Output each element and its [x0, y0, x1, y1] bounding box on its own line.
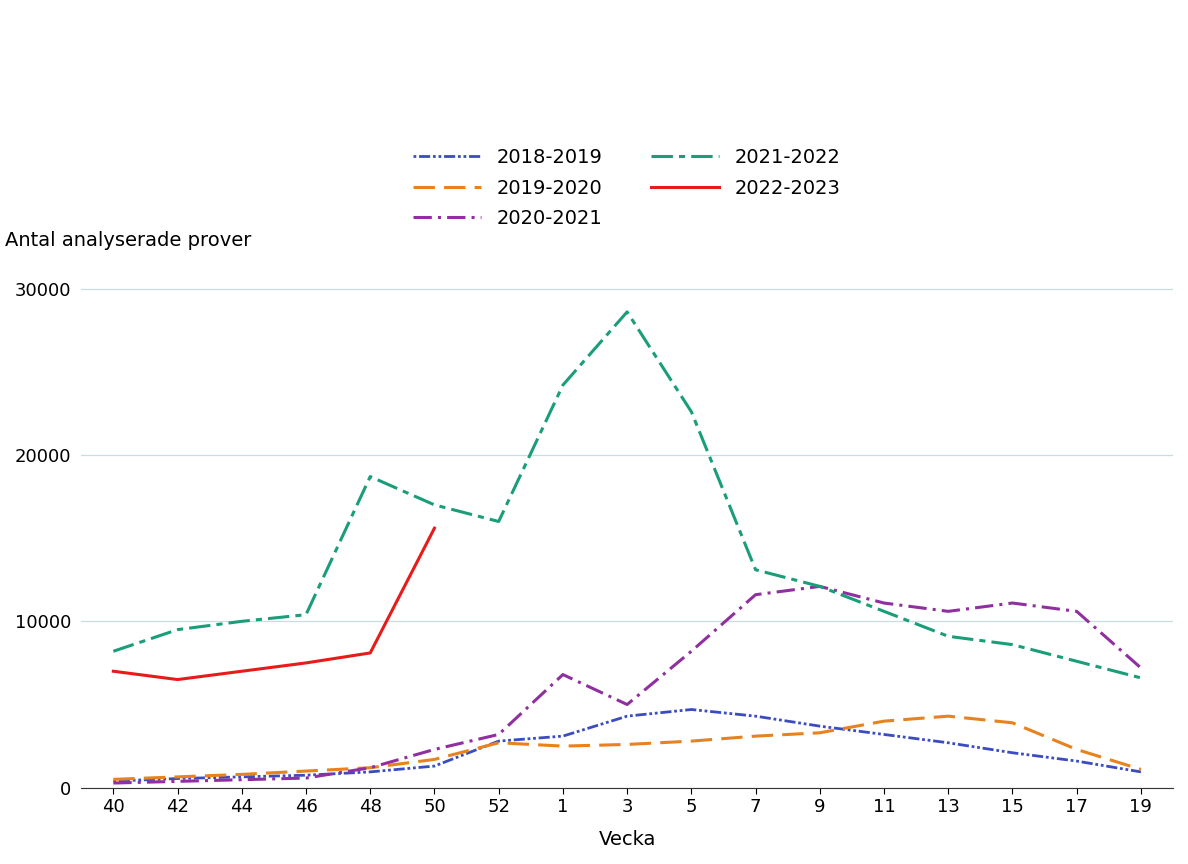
2018-2019	[1069, 756, 1083, 766]
2021-2022	[235, 616, 249, 626]
2018-2019	[299, 770, 314, 780]
2021-2022	[170, 625, 184, 635]
2020-2021	[299, 773, 314, 784]
2018-2019	[428, 761, 442, 772]
2020-2021	[1069, 607, 1083, 617]
2019-2020	[492, 738, 506, 748]
Line: 2018-2019: 2018-2019	[113, 709, 1140, 781]
2018-2019	[556, 731, 570, 741]
2022-2023	[170, 675, 184, 685]
2020-2021	[1133, 663, 1148, 673]
2021-2022	[492, 517, 506, 527]
2020-2021	[235, 774, 249, 785]
2022-2023	[364, 648, 378, 658]
2020-2021	[813, 581, 827, 592]
2020-2021	[170, 776, 184, 786]
2018-2019	[364, 766, 378, 777]
2021-2022	[748, 564, 763, 575]
2018-2019	[492, 736, 506, 746]
Legend: 2018-2019, 2019-2020, 2020-2021, 2021-2022, 2022-2023: 2018-2019, 2019-2020, 2020-2021, 2021-20…	[413, 148, 841, 228]
2020-2021	[106, 778, 120, 788]
2018-2019	[1133, 766, 1148, 777]
2018-2019	[748, 711, 763, 721]
Line: 2022-2023: 2022-2023	[113, 528, 435, 680]
2019-2020	[428, 754, 442, 765]
2018-2019	[684, 704, 699, 715]
2021-2022	[1133, 673, 1148, 683]
2021-2022	[428, 499, 442, 510]
2021-2022	[364, 472, 378, 482]
2020-2021	[364, 763, 378, 773]
2022-2023	[235, 666, 249, 677]
2020-2021	[428, 744, 442, 754]
Line: 2020-2021: 2020-2021	[113, 587, 1140, 783]
2019-2020	[364, 763, 378, 773]
2019-2020	[620, 740, 634, 750]
2019-2020	[877, 716, 891, 727]
2020-2021	[492, 729, 506, 740]
2019-2020	[1133, 765, 1148, 775]
2021-2022	[684, 407, 699, 417]
2020-2021	[684, 646, 699, 657]
2018-2019	[620, 711, 634, 721]
2020-2021	[620, 699, 634, 709]
2018-2019	[941, 738, 955, 748]
2019-2020	[684, 736, 699, 746]
Line: 2021-2022: 2021-2022	[113, 312, 1140, 678]
2019-2020	[941, 711, 955, 721]
2019-2020	[299, 766, 314, 776]
2020-2021	[748, 589, 763, 600]
2018-2019	[235, 772, 249, 782]
2020-2021	[877, 598, 891, 608]
2019-2020	[813, 727, 827, 738]
2018-2019	[877, 729, 891, 740]
2018-2019	[1005, 747, 1019, 758]
2021-2022	[1069, 656, 1083, 666]
2020-2021	[556, 670, 570, 680]
2018-2019	[813, 721, 827, 731]
2019-2020	[235, 769, 249, 779]
2019-2020	[170, 772, 184, 782]
2021-2022	[299, 609, 314, 619]
X-axis label: Vecka: Vecka	[599, 830, 656, 849]
2021-2022	[620, 307, 634, 317]
2019-2020	[1005, 718, 1019, 728]
2019-2020	[106, 774, 120, 785]
2021-2022	[941, 631, 955, 641]
2019-2020	[748, 731, 763, 741]
2021-2022	[556, 380, 570, 391]
2021-2022	[813, 581, 827, 592]
2021-2022	[106, 646, 120, 657]
2020-2021	[941, 607, 955, 617]
2021-2022	[1005, 639, 1019, 650]
2020-2021	[1005, 598, 1019, 608]
Text: Antal analyserade prover: Antal analyserade prover	[5, 231, 251, 250]
2022-2023	[106, 666, 120, 677]
2018-2019	[106, 776, 120, 786]
2018-2019	[170, 773, 184, 784]
2022-2023	[299, 658, 314, 668]
2021-2022	[877, 607, 891, 617]
2022-2023	[428, 523, 442, 533]
2019-2020	[1069, 744, 1083, 754]
Line: 2019-2020: 2019-2020	[113, 716, 1140, 779]
2019-2020	[556, 741, 570, 752]
